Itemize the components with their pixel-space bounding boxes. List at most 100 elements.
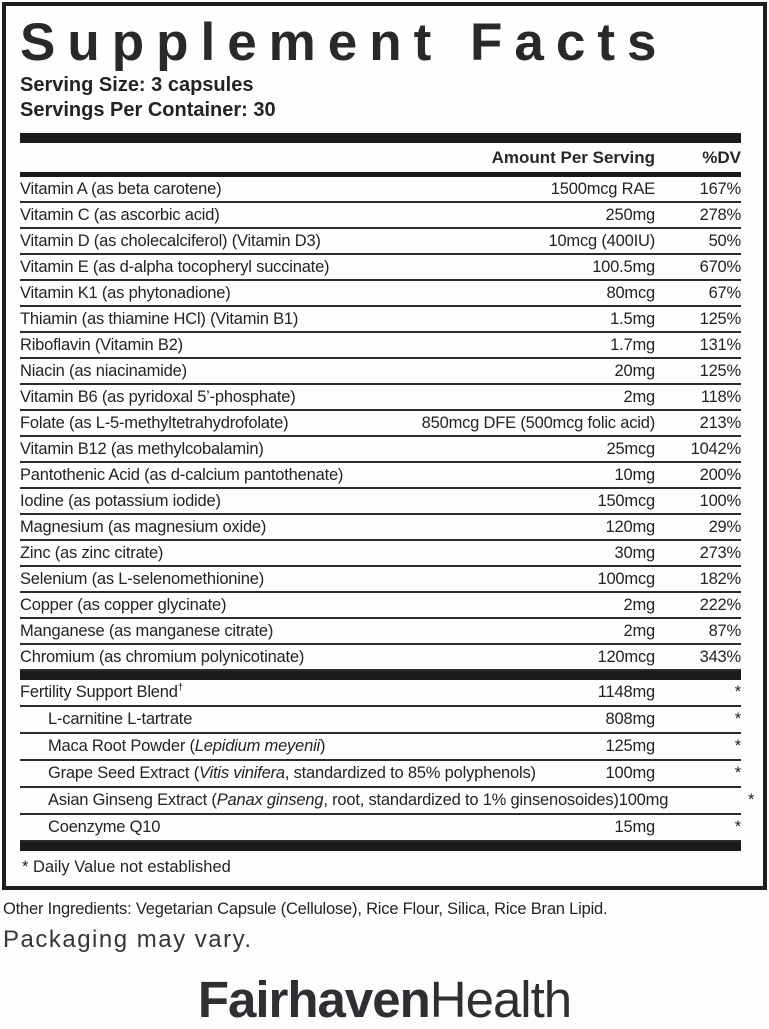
nutrient-rows: Vitamin A (as beta carotene) 1500mcg RAE… [20, 177, 742, 672]
nutrient-name: Thiamin (as thiamine HCl) (Vitamin B1) [20, 309, 299, 328]
nutrient-amount: 1.7mg [610, 335, 655, 354]
other-ingredients: Other Ingredients: Vegetarian Capsule (C… [3, 900, 608, 918]
nutrient-name: Zinc (as zinc citrate) [20, 543, 164, 562]
nutrient-dv: 167% [699, 179, 742, 198]
servings-per-container: Servings Per Container: 30 [20, 99, 276, 122]
daily-value-footnote: * Daily Value not established [22, 858, 231, 877]
blend-rows: Fertility Support Blend† 1148mg * L-carn… [20, 680, 754, 843]
nutrient-dv: 100% [699, 491, 742, 510]
nutrient-row: Zinc (as zinc citrate) 30mg 273% [20, 541, 741, 568]
blend-amount: 15mg [614, 818, 656, 837]
blend-name: L-carnitine L-tartrate [20, 710, 606, 729]
column-header-row: Amount Per Serving %DV [20, 143, 741, 172]
nutrient-name: Vitamin E (as d-alpha tocopheryl succina… [20, 257, 330, 276]
nutrient-dv: 278% [699, 205, 742, 224]
blend-dv: * [734, 737, 741, 756]
blend-name: Coenzyme Q10 [20, 818, 615, 837]
nutrient-amount: 100mcg [597, 569, 655, 588]
nutrient-amount: 80mcg [606, 283, 655, 302]
column-header-amount: Amount Per Serving [491, 147, 655, 167]
nutrient-row: Vitamin C (as ascorbic acid) 250mg 278% [20, 203, 742, 230]
blend-row: Maca Root Powder (Lepidium meyenii) 125m… [20, 734, 741, 762]
blend-row: Asian Ginseng Extract (Panax ginseng, ro… [20, 788, 754, 816]
blend-dv: * [734, 818, 741, 837]
nutrient-row: Pantothenic Acid (as d-calcium pantothen… [20, 463, 741, 490]
nutrient-dv: 343% [699, 647, 742, 666]
nutrient-dv: 213% [699, 413, 742, 432]
nutrient-amount: 1.5mg [610, 309, 655, 328]
nutrient-amount: 150mcg [597, 491, 655, 510]
nutrient-row: Manganese (as manganese citrate) 2mg 87% [20, 619, 742, 646]
nutrient-row: Vitamin E (as d-alpha tocopheryl succina… [20, 255, 742, 282]
nutrient-dv: 182% [699, 569, 742, 588]
nutrient-dv: 118% [700, 387, 741, 406]
brand-name-light: Health [429, 971, 572, 1028]
nutrient-amount: 30mg [614, 543, 656, 562]
blend-row: Coenzyme Q10 15mg * [20, 815, 741, 843]
nutrient-name: Magnesium (as magnesium oxide) [20, 517, 267, 536]
nutrient-row: Vitamin K1 (as phytonadione) 80mcg 67% [20, 281, 742, 308]
divider-bar-blend-bottom [20, 842, 741, 852]
nutrient-dv: 67% [708, 283, 742, 302]
nutrient-name: Vitamin K1 (as phytonadione) [20, 283, 231, 302]
latin-name: Panax ginseng [216, 791, 324, 810]
nutrient-name: Chromium (as chromium polynicotinate) [20, 647, 305, 666]
blend-amount: 100mg [618, 791, 669, 810]
nutrient-dv: 670% [699, 257, 742, 276]
brand-logo: FairhavenHealth [0, 970, 769, 1029]
nutrient-amount: 2mg [623, 621, 656, 640]
blend-dv: * [747, 791, 755, 810]
blend-name: Fertility Support Blend† [20, 683, 598, 702]
nutrient-row: Vitamin A (as beta carotene) 1500mcg RAE… [20, 177, 742, 204]
blend-row: Fertility Support Blend† 1148mg * [20, 680, 741, 708]
nutrient-name: Vitamin C (as ascorbic acid) [20, 205, 220, 224]
nutrient-amount: 120mg [605, 517, 656, 536]
nutrient-row: Riboflavin (Vitamin B2) 1.7mg 131% [20, 333, 741, 360]
blend-dv: * [734, 710, 741, 729]
nutrient-dv: 87% [708, 621, 742, 640]
nutrient-name: Niacin (as niacinamide) [20, 361, 187, 380]
divider-bar-blend-top [20, 671, 741, 681]
nutrient-dv: 125% [699, 309, 742, 328]
blend-amount: 125mg [605, 737, 656, 756]
name-text: Maca Root Powder ( [48, 737, 195, 756]
name-text: L-carnitine L-tartrate [48, 710, 193, 729]
supplement-facts-title: Supplement Facts [20, 13, 669, 72]
nutrient-row: Niacin (as niacinamide) 20mg 125% [20, 359, 741, 386]
nutrient-name: Vitamin D (as cholecalciferol) (Vitamin … [20, 231, 321, 250]
latin-name: Vitis vinifera [199, 764, 285, 783]
name-text: ) [320, 737, 326, 756]
name-text: Fertility Support Blend [20, 683, 178, 702]
nutrient-amount: 1500mcg RAE [550, 179, 655, 198]
nutrient-name: Selenium (as L-selenomethionine) [20, 569, 264, 588]
nutrient-amount: 20mg [614, 361, 656, 380]
brand-name-bold: Fairhaven [197, 971, 431, 1028]
blend-dv: * [734, 683, 741, 702]
latin-name: Lepidium meyenii [194, 737, 320, 756]
nutrient-amount: 2mg [623, 387, 656, 406]
name-text: , root, standardized to 1% ginsenosoides… [323, 791, 619, 810]
nutrient-name: Iodine (as potassium iodide) [20, 491, 221, 510]
nutrient-name: Vitamin B12 (as methylcobalamin) [20, 439, 264, 458]
nutrient-dv: 50% [708, 231, 742, 250]
blend-amount: 100mg [605, 764, 656, 783]
serving-size: Serving Size: 3 capsules [20, 74, 254, 97]
nutrient-name: Manganese (as manganese citrate) [20, 621, 274, 640]
nutrient-amount: 100.5mg [592, 257, 655, 276]
packaging-note: Packaging may vary. [3, 926, 253, 953]
nutrient-name: Vitamin A (as beta carotene) [20, 179, 222, 198]
column-header-dv: %DV [702, 147, 741, 167]
nutrient-row: Iodine (as potassium iodide) 150mcg 100% [20, 489, 742, 516]
nutrient-row: Selenium (as L-selenomethionine) 100mcg … [20, 567, 742, 594]
blend-amount: 1148mg [597, 683, 655, 702]
nutrient-amount: 850mcg DFE (500mcg folic acid) [421, 413, 656, 432]
nutrient-name: Pantothenic Acid (as d-calcium pantothen… [20, 465, 344, 484]
blend-row: Grape Seed Extract (Vitis vinifera, stan… [20, 761, 741, 789]
nutrient-amount: 10mg [614, 465, 656, 484]
nutrient-name: Vitamin B6 (as pyridoxal 5’-phosphate) [20, 387, 296, 406]
nutrient-amount: 25mcg [606, 439, 655, 458]
name-text: , standardized to 85% polyphenols) [284, 764, 536, 783]
nutrient-row: Vitamin B12 (as methylcobalamin) 25mcg 1… [20, 437, 741, 464]
blend-name: Asian Ginseng Extract (Panax ginseng, ro… [20, 791, 619, 810]
blend-name: Maca Root Powder (Lepidium meyenii) [20, 737, 606, 756]
